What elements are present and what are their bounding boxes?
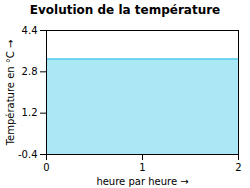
svg-text:Température en °C →: Température en °C → — [5, 40, 16, 147]
svg-text:heure par heure →: heure par heure → — [96, 176, 188, 187]
html-text:Evolution de la température: Evolution de la température — [29, 3, 221, 17]
svg-text:2.8: 2.8 — [22, 66, 38, 77]
svg-text:0: 0 — [43, 162, 49, 173]
svg-text:1: 1 — [139, 162, 145, 173]
svg-text:1.2: 1.2 — [22, 107, 38, 118]
svg-text:4.4: 4.4 — [22, 25, 38, 36]
svg-text:-0.4: -0.4 — [18, 149, 38, 160]
svg-text:2: 2 — [235, 162, 241, 173]
